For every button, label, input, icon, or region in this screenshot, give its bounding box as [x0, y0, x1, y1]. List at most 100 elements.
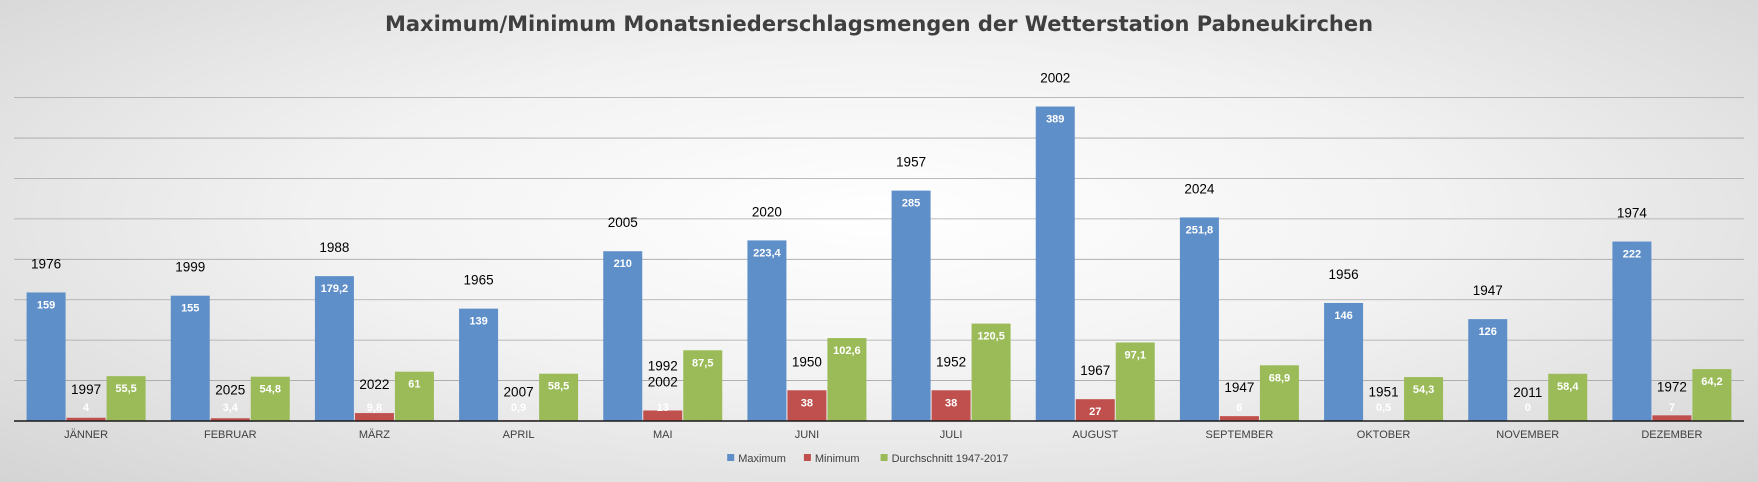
legend-swatch — [727, 454, 735, 461]
bar-value-label: 6 — [1236, 402, 1242, 414]
year-label: 2007 — [504, 384, 534, 399]
year-label: 1965 — [464, 273, 494, 288]
bar-value-label: 9,8 — [367, 402, 382, 414]
bar-value-label: 159 — [37, 299, 55, 311]
category-label: NOVEMBER — [1496, 429, 1559, 441]
bar-minimum — [66, 417, 106, 421]
bar-value-label: 54,8 — [260, 384, 281, 396]
bars — [26, 106, 1732, 421]
year-label: 2025 — [215, 382, 245, 397]
bar-value-label: 251,8 — [1186, 224, 1214, 236]
bar-durchschnitt-1947-2017 — [1115, 342, 1155, 421]
bar-value-label: 13 — [657, 402, 669, 414]
bar-minimum — [1219, 416, 1259, 421]
bar-durchschnitt-1947-2017 — [971, 323, 1011, 421]
year-label: 1947 — [1473, 283, 1503, 298]
bar-value-label: 55,5 — [115, 383, 136, 395]
category-label: SEPTEMBER — [1205, 429, 1273, 441]
bar-value-label: 87,5 — [692, 357, 713, 369]
year-label: 2022 — [359, 377, 389, 392]
year-label: 1997 — [71, 382, 101, 397]
category-label: JÄNNER — [64, 429, 108, 441]
bar-value-label: 68,9 — [1269, 372, 1290, 384]
category-label: AUGUST — [1072, 429, 1118, 441]
year-label: 2011 — [1513, 385, 1542, 400]
chart-title: Maximum/Minimum Monatsniederschlagsmenge… — [385, 12, 1373, 36]
bar-maximum — [1179, 217, 1219, 421]
bar-maximum — [314, 276, 354, 421]
bar-durchschnitt-1947-2017 — [394, 371, 434, 421]
bar-value-label: 389 — [1046, 114, 1064, 126]
bar-maximum — [459, 308, 499, 421]
year-label: 2002 — [1040, 71, 1070, 86]
category-label: DEZEMBER — [1641, 429, 1702, 441]
bar-maximum — [170, 295, 210, 421]
category-label: APRIL — [503, 429, 535, 441]
bar-value-label: 285 — [902, 198, 920, 210]
bar-value-label: 27 — [1089, 406, 1101, 418]
year-label: 1950 — [792, 354, 822, 369]
year-label: 2005 — [608, 215, 638, 230]
bar-value-label: 0,5 — [1376, 402, 1391, 414]
bar-durchschnitt-1947-2017 — [1548, 373, 1588, 421]
year-label: 1947 — [1224, 380, 1254, 395]
bar-value-label: 126 — [1479, 326, 1497, 338]
bar-minimum — [787, 390, 827, 421]
bar-value-label: 38 — [801, 397, 813, 409]
bar-durchschnitt-1947-2017 — [1404, 377, 1444, 421]
bar-minimum — [931, 390, 971, 421]
bar-maximum — [891, 190, 931, 421]
bar-minimum — [643, 410, 683, 421]
legend-swatch — [803, 454, 811, 461]
legend: Maximum Minimum Durchschnitt 1947-2017 — [727, 453, 1008, 465]
data-labels: 159 1976 4 1997 55,5 155 1999 3,4 2025 54,8 179,2 1… — [31, 71, 1723, 419]
bar-value-label: 155 — [181, 303, 199, 315]
gridlines — [14, 97, 1744, 381]
bar-maximum — [1612, 241, 1652, 421]
year-label: 1999 — [175, 260, 205, 275]
year-label: 1992 — [648, 358, 678, 373]
category-label: MÄRZ — [359, 429, 390, 441]
year-label: 1976 — [31, 256, 61, 271]
bar-durchschnitt-1947-2017 — [250, 376, 290, 421]
category-label: JULI — [940, 429, 963, 441]
bar-value-label: 3,4 — [223, 402, 239, 414]
bar-value-label: 0,9 — [511, 402, 526, 414]
bar-value-label: 146 — [1334, 310, 1352, 322]
bar-durchschnitt-1947-2017 — [1259, 365, 1299, 421]
bar-value-label: 61 — [408, 379, 420, 391]
year-label: 2020 — [752, 204, 782, 219]
bar-value-label: 7 — [1669, 402, 1675, 414]
year-label: 2002 — [648, 374, 678, 389]
bar-value-label: 4 — [83, 402, 90, 414]
bar-value-label: 222 — [1623, 249, 1641, 261]
bar-durchschnitt-1947-2017 — [827, 338, 867, 421]
bar-value-label: 179,2 — [321, 283, 349, 295]
bar-value-label: 97,1 — [1125, 350, 1146, 362]
bar-value-label: 38 — [945, 397, 957, 409]
bar-durchschnitt-1947-2017 — [1692, 369, 1732, 421]
year-label: 1952 — [936, 354, 966, 369]
bar-minimum — [1652, 415, 1692, 421]
legend-label: Minimum — [815, 453, 860, 465]
year-label: 1951 — [1369, 385, 1399, 400]
legend-swatch — [880, 454, 888, 461]
bar-value-label: 58,4 — [1557, 381, 1579, 393]
x-axis: JÄNNER FEBRUAR MÄRZ APRIL MAI JUNI JULI AUGUST S… — [14, 420, 1744, 441]
bar-value-label: 102,6 — [833, 345, 861, 357]
category-label: OKTOBER — [1357, 429, 1411, 441]
bar-value-label: 223,4 — [753, 247, 781, 259]
year-label: 2024 — [1184, 181, 1215, 196]
bar-durchschnitt-1947-2017 — [539, 373, 579, 421]
category-label: MAI — [653, 429, 673, 441]
category-label: JUNI — [795, 429, 819, 441]
bar-durchschnitt-1947-2017 — [683, 350, 723, 421]
bar-value-label: 120,5 — [977, 331, 1005, 343]
bar-value-label: 210 — [614, 258, 632, 270]
bar-minimum — [354, 413, 394, 421]
category-label: FEBRUAR — [204, 429, 257, 441]
bar-maximum — [1324, 302, 1364, 421]
bar-maximum — [603, 251, 643, 421]
